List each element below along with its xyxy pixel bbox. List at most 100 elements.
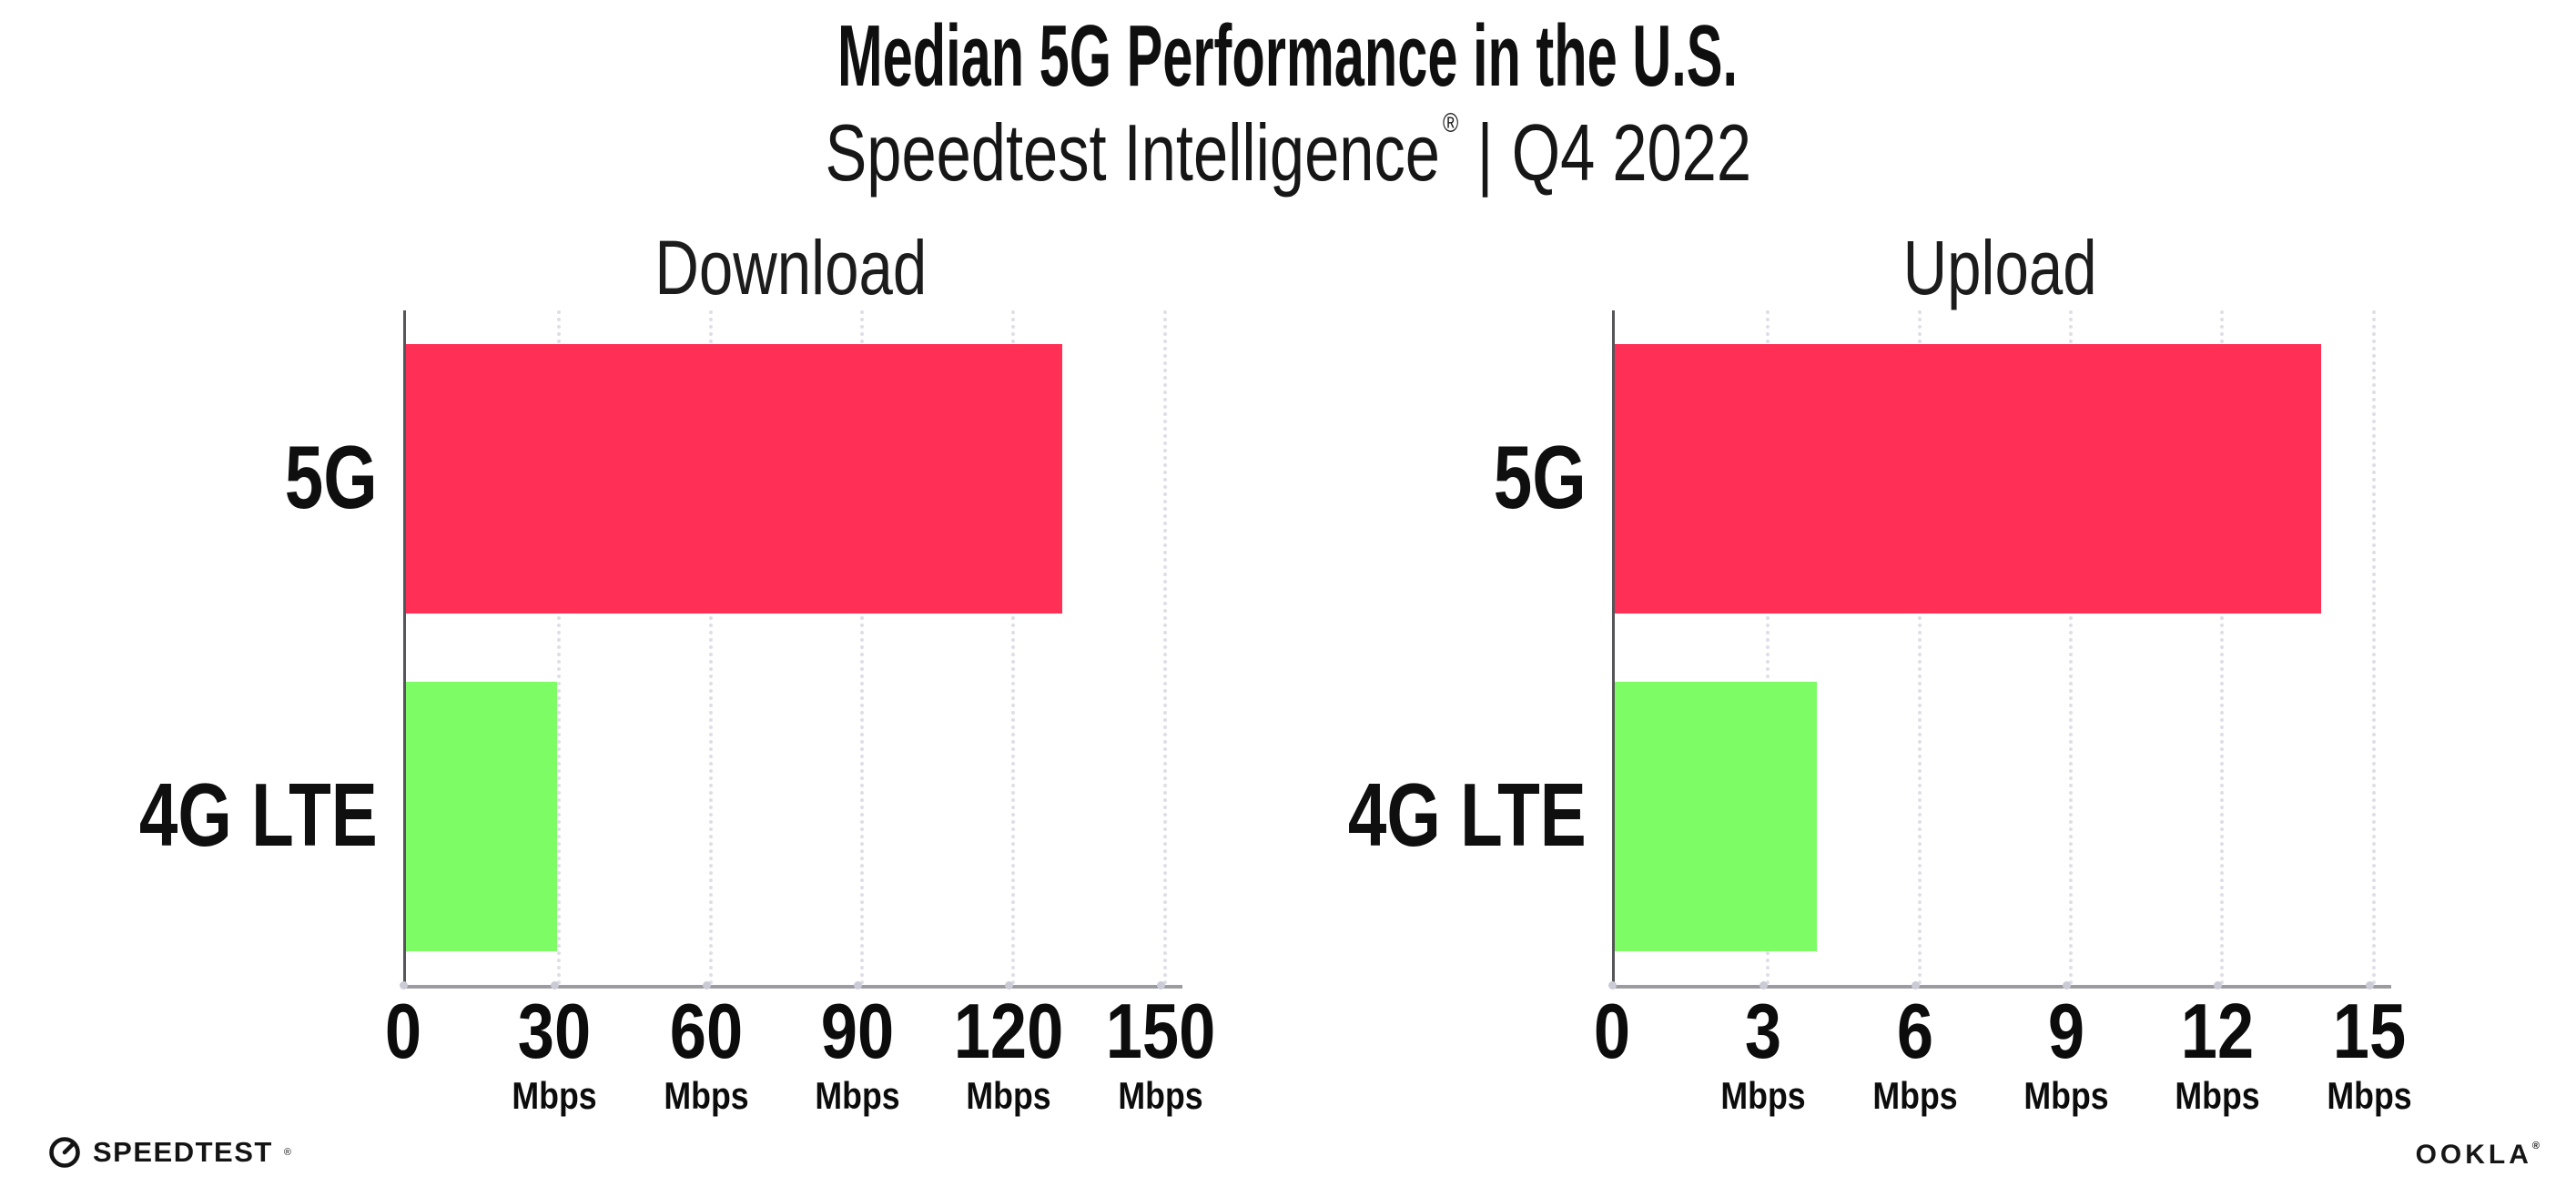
category-label-4g-lte: 4G LTE (1204, 769, 1587, 860)
x-tick-value-9: 9 (2047, 989, 2084, 1075)
download-x-axis (403, 985, 1182, 989)
gridline-12 (2220, 310, 2225, 985)
subtitle-period: Q4 2022 (1511, 107, 1751, 198)
gridline-15 (2371, 310, 2376, 985)
speedtest-gauge-icon (49, 1137, 80, 1168)
x-tick-label-0: 0 (1476, 989, 1749, 1075)
x-tick-label-120: 120 Mbps (872, 989, 1145, 1118)
axis-tick-dot-12 (2214, 981, 2223, 989)
x-tick-inner-12: 12 Mbps (2102, 989, 2334, 1118)
x-tick-unit-12: Mbps (2175, 1074, 2260, 1117)
x-tick-inner-0: 0 (288, 989, 520, 1075)
x-tick-label-90: 90 Mbps (721, 989, 994, 1118)
gridline-60 (708, 310, 713, 985)
registered-mark: ® (1442, 108, 1459, 138)
x-tick-unit-9: Mbps (2023, 1074, 2109, 1117)
x-tick-value-90: 90 (820, 989, 895, 1075)
axis-tick-dot-90 (853, 981, 862, 989)
x-tick-unit-90: Mbps (815, 1074, 900, 1117)
gridline-120 (1011, 310, 1016, 985)
gridline-9 (2068, 310, 2073, 985)
gridline-30 (557, 310, 562, 985)
gridline-6 (1917, 310, 1922, 985)
x-tick-inner-150: 150 Mbps (1044, 989, 1276, 1118)
x-tick-unit-60: Mbps (663, 1074, 749, 1117)
axis-tick-dot-9 (2062, 981, 2071, 989)
x-tick-value-0: 0 (384, 989, 422, 1075)
axis-tick-dot-3 (1760, 981, 1769, 989)
x-tick-label-3: 3 Mbps (1627, 989, 1900, 1118)
axis-tick-dot-60 (702, 981, 711, 989)
upload-plot-area (1612, 310, 2391, 989)
x-tick-inner-30: 30 Mbps (439, 989, 671, 1118)
x-tick-value-12: 12 (2180, 989, 2255, 1075)
x-tick-value-0: 0 (1593, 989, 1631, 1075)
x-tick-inner-6: 6 Mbps (1799, 989, 2031, 1118)
ookla-logo-text: OOKLA (2415, 1140, 2532, 1170)
axis-tick-dot-120 (1005, 981, 1014, 989)
bar-4g-lte (1615, 681, 1817, 951)
upload-chart-title: Upload (1902, 225, 2097, 310)
x-tick-value-120: 120 (953, 989, 1064, 1075)
speedtest-logo: SPEEDTEST ® (47, 1129, 291, 1176)
x-tick-inner-120: 120 Mbps (893, 989, 1125, 1118)
x-tick-unit-120: Mbps (966, 1074, 1051, 1117)
category-label-5g: 5G (0, 431, 378, 522)
x-tick-label-30: 30 Mbps (418, 989, 691, 1118)
x-tick-unit-3: Mbps (1720, 1074, 1806, 1117)
x-tick-unit-30: Mbps (512, 1074, 597, 1117)
bar-5g (1615, 344, 2322, 614)
x-tick-unit-15: Mbps (2326, 1074, 2412, 1117)
speedtest-logo-text: SPEEDTEST (93, 1136, 273, 1168)
x-tick-value-3: 3 (1745, 989, 1782, 1075)
bar-4g-lte (406, 681, 558, 951)
category-label-text: 5G (285, 427, 378, 528)
page-title: Median 5G Performance in the U.S. (0, 9, 2576, 104)
x-tick-value-30: 30 (518, 989, 592, 1075)
axis-tick-dot-15 (2365, 981, 2374, 989)
x-tick-label-9: 9 Mbps (1930, 989, 2203, 1118)
upload-x-axis (1612, 985, 2391, 989)
axis-tick-dot-150 (1156, 981, 1165, 989)
axis-tick-dot-6 (1911, 981, 1920, 989)
x-tick-label-6: 6 Mbps (1779, 989, 2052, 1118)
x-tick-value-6: 6 (1896, 989, 1933, 1075)
gridline-150 (1162, 310, 1167, 985)
bar-5g (406, 344, 1062, 614)
category-label-text: 5G (1494, 427, 1587, 528)
category-label-text: 4G LTE (1348, 764, 1587, 865)
ookla-registered-mark: ® (2531, 1141, 2543, 1151)
x-tick-inner-90: 90 Mbps (741, 989, 973, 1118)
gridline-3 (1766, 310, 1770, 985)
x-tick-inner-3: 3 Mbps (1648, 989, 1880, 1118)
ookla-logo: OOKLA® (2416, 1140, 2543, 1171)
x-tick-label-15: 15 Mbps (2233, 989, 2506, 1118)
x-tick-label-60: 60 Mbps (570, 989, 843, 1118)
x-tick-label-0: 0 (267, 989, 540, 1075)
x-tick-inner-15: 15 Mbps (2253, 989, 2485, 1118)
x-tick-inner-0: 0 (1496, 989, 1729, 1075)
x-tick-unit-6: Mbps (1871, 1074, 1958, 1117)
subtitle-brand: Speedtest Intelligence (825, 107, 1440, 198)
speedtest-registered-mark: ® (283, 1147, 291, 1158)
x-tick-inner-9: 9 Mbps (1950, 989, 2182, 1118)
subtitle-separator: | (1476, 107, 1494, 198)
x-tick-inner-60: 60 Mbps (590, 989, 822, 1118)
download-plot-area (403, 310, 1182, 989)
x-tick-value-60: 60 (669, 989, 743, 1075)
x-tick-value-150: 150 (1105, 989, 1215, 1075)
x-tick-unit-150: Mbps (1117, 1074, 1203, 1117)
gridline-90 (859, 310, 864, 985)
x-tick-label-12: 12 Mbps (2081, 989, 2354, 1118)
category-label-text: 4G LTE (139, 764, 378, 865)
x-tick-label-150: 150 Mbps (1024, 989, 1297, 1118)
category-label-5g: 5G (1204, 431, 1587, 522)
page-title-text: Median 5G Performance in the U.S. (837, 7, 1739, 105)
download-chart-title: Download (654, 225, 928, 310)
category-label-4g-lte: 4G LTE (0, 769, 378, 860)
page-subtitle: Speedtest Intelligence ® | Q4 2022 (0, 106, 2576, 200)
axis-tick-dot-30 (551, 981, 560, 989)
x-tick-value-15: 15 (2332, 989, 2406, 1075)
axis-tick-dot-0 (1608, 981, 1617, 989)
